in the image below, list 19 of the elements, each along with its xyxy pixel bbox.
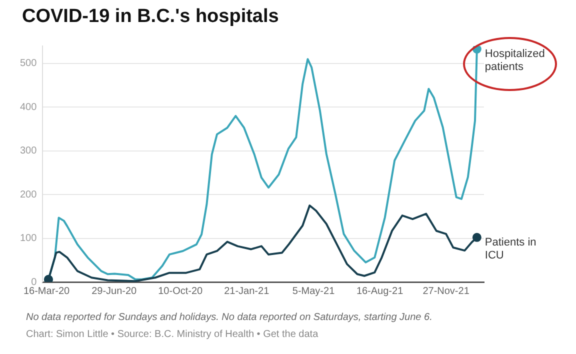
point: [472, 232, 482, 242]
y-tick-label: 200: [20, 189, 38, 200]
y-tick-label: 400: [20, 102, 38, 113]
x-tick-label: 10-Oct-20: [158, 286, 204, 297]
series-label: Patients in ICU: [484, 236, 536, 262]
x-tick-label: 16-Aug-21: [356, 286, 404, 297]
text: Chart: Simon Little • Source: B.C. Ministry of Health • Get the data: [26, 329, 318, 340]
x-tick-label: 29-Jun-20: [92, 286, 138, 297]
y-tick-label: 300: [20, 146, 38, 157]
y-tick-label: 100: [20, 233, 38, 244]
y-tick-label: 0: [31, 276, 38, 288]
series-label: Hospitalized patients: [484, 48, 545, 74]
x-tick-label: 16-Mar-20: [23, 286, 70, 297]
chart-title: COVID-19 in B.C.'s hospitals: [22, 6, 279, 28]
text: No data reported for Sundays and holidays. No data reported on Saturdays, starting June 6.: [26, 312, 432, 323]
y-tick-label: 500: [20, 58, 38, 70]
x-tick-label: 5-May-21: [292, 286, 336, 297]
x-tick-label: 27-Nov-21: [422, 286, 470, 297]
x-tick-label: 21-Jan-21: [224, 286, 270, 297]
